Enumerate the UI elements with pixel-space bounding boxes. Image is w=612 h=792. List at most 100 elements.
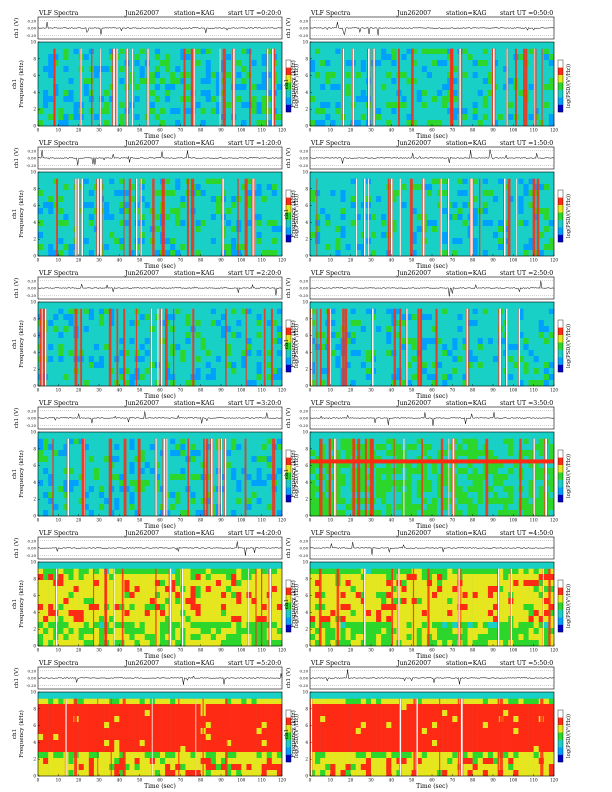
spectrogram-cell bbox=[93, 108, 100, 115]
spectrogram-image bbox=[310, 302, 555, 387]
spectrogram-cell bbox=[144, 462, 151, 469]
spectrogram-cell bbox=[335, 78, 341, 85]
spectrogram-cell bbox=[518, 238, 524, 245]
spectrogram-cell bbox=[386, 102, 392, 109]
colorbar-segment bbox=[286, 197, 291, 205]
spectrogram-cell bbox=[200, 120, 206, 127]
spectrogram-cell bbox=[104, 468, 110, 475]
spectrogram-cell bbox=[325, 220, 331, 227]
spectrogram-cell bbox=[518, 96, 524, 103]
spectrogram-cell bbox=[503, 114, 509, 121]
spectrogram-cell bbox=[330, 332, 336, 339]
spectrogram-cell bbox=[508, 314, 514, 321]
spectrogram-cell bbox=[381, 120, 387, 127]
spectrogram-cell bbox=[335, 54, 341, 61]
spectrogram-cell bbox=[195, 380, 201, 387]
spectrogram-cell bbox=[477, 214, 484, 221]
spectrogram-cell bbox=[205, 196, 212, 203]
spectrogram-cell bbox=[482, 114, 489, 121]
spectrogram-cell bbox=[442, 96, 448, 103]
spectrogram-cell bbox=[226, 320, 232, 327]
spectrogram-cell bbox=[538, 108, 545, 115]
spectrogram-cell bbox=[63, 332, 69, 339]
spectrogram-cell bbox=[160, 314, 166, 321]
x-tick-label: 40 bbox=[117, 128, 123, 133]
spectrogram-cell bbox=[543, 114, 550, 121]
spectrogram-cell bbox=[452, 368, 458, 375]
spectrogram-cell bbox=[134, 338, 140, 345]
spectrogram-cell bbox=[195, 190, 201, 197]
spectrogram-cell bbox=[330, 108, 336, 115]
spectrogram-cell bbox=[165, 326, 171, 333]
spectrogram-cell bbox=[83, 468, 90, 475]
spectrogram-cell bbox=[426, 344, 433, 351]
spectrogram-cell bbox=[215, 362, 222, 369]
spectrogram-cell bbox=[477, 84, 484, 91]
spectrogram-cell bbox=[452, 196, 458, 203]
spectrogram-cell bbox=[452, 120, 458, 127]
spectrogram-cell bbox=[129, 492, 135, 499]
spectrogram-cell bbox=[246, 232, 252, 239]
spectrogram-cell bbox=[144, 202, 151, 209]
spectrogram-cell bbox=[53, 78, 59, 85]
spectrogram-cell bbox=[124, 474, 130, 481]
spectrogram-cell bbox=[493, 244, 499, 251]
spectrogram-cell bbox=[93, 456, 100, 463]
spectrogram-cell bbox=[276, 72, 283, 79]
spectrogram-cell bbox=[493, 114, 499, 121]
spectrogram-cell bbox=[533, 308, 539, 315]
spectrogram-cell bbox=[134, 308, 140, 315]
burst-core bbox=[367, 178, 369, 256]
spectrogram-cell bbox=[432, 220, 438, 227]
spectrogram-cell bbox=[83, 190, 90, 197]
spectrogram-cell bbox=[43, 214, 49, 221]
spectrogram-cell bbox=[149, 510, 156, 517]
spectrogram-cell bbox=[386, 54, 392, 61]
spectrogram-cell bbox=[498, 120, 504, 127]
spectrogram-cell bbox=[345, 320, 351, 327]
spectrogram-cell bbox=[93, 66, 100, 73]
spectrogram-cell bbox=[205, 362, 212, 369]
spectrogram-cell bbox=[149, 380, 156, 387]
spectrogram-cell bbox=[426, 356, 433, 363]
spectrogram-cell bbox=[477, 72, 484, 79]
spectrogram-cell bbox=[119, 102, 125, 109]
spectrogram-cell bbox=[83, 510, 90, 517]
spectrogram-cell bbox=[271, 344, 278, 351]
spectrogram-cell bbox=[104, 480, 110, 487]
spectrogram-cell bbox=[83, 102, 90, 109]
spectrogram-cell bbox=[215, 202, 222, 209]
spectrogram-cell bbox=[129, 504, 135, 511]
spectrogram-cell bbox=[99, 114, 105, 121]
spectrogram-cell bbox=[210, 368, 217, 375]
spectrogram-cell bbox=[498, 250, 504, 257]
spectrogram-cell bbox=[139, 314, 145, 321]
spectrogram-cell bbox=[518, 178, 524, 185]
spectrogram-cell bbox=[345, 308, 351, 315]
spectrogram-cell bbox=[355, 332, 362, 339]
spectrogram-cell bbox=[386, 96, 392, 103]
spectrogram-cell bbox=[360, 84, 367, 91]
spectrogram-cell bbox=[508, 84, 514, 91]
spectrogram-cell bbox=[83, 320, 90, 327]
x-tick-label: 120 bbox=[550, 258, 558, 263]
spectrogram-cell bbox=[401, 120, 407, 127]
spectrogram-cell bbox=[310, 96, 316, 103]
spectrogram-cell bbox=[437, 308, 443, 315]
x-axis-label: Time (sec) bbox=[144, 133, 176, 140]
spectrogram-cell bbox=[528, 362, 534, 369]
spectrogram-cell bbox=[114, 190, 120, 197]
spectrogram-cell bbox=[53, 380, 59, 387]
spectrogram-cell bbox=[487, 208, 494, 215]
spectrogram-cell bbox=[83, 84, 90, 91]
spectrogram-cell bbox=[533, 232, 539, 239]
spectrogram-cell bbox=[350, 374, 356, 381]
spectrogram-cell bbox=[442, 314, 448, 321]
spectrogram-cell bbox=[226, 326, 232, 333]
spectrogram-cell bbox=[63, 338, 69, 345]
spectrogram-cell bbox=[457, 326, 463, 333]
spectrogram-cell bbox=[493, 380, 499, 387]
spectrogram-cell bbox=[528, 208, 534, 215]
colorbar-segment bbox=[286, 190, 291, 198]
spectrogram-cell bbox=[533, 350, 539, 357]
